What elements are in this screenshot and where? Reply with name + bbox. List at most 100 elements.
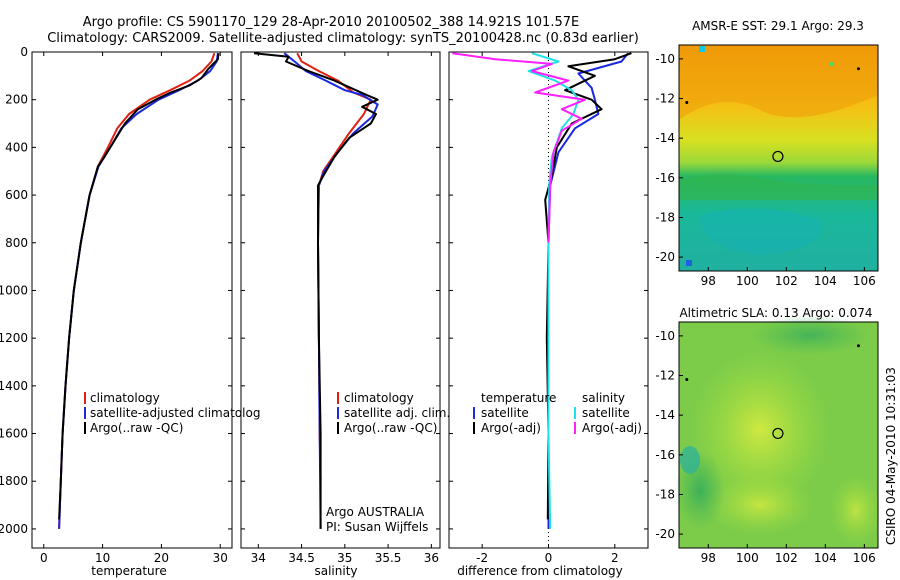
sst-pixel (686, 260, 692, 266)
island-marker (856, 344, 860, 348)
island-marker (685, 377, 689, 381)
sla-high-patch (705, 475, 815, 535)
x-tick-label: 36 (424, 551, 439, 565)
temperature-x-label: temperature (91, 564, 166, 578)
sla-low-patch (680, 446, 700, 474)
y-tick-label: 800 (5, 236, 28, 250)
series-line-climatology (58, 52, 216, 529)
sst-cool-patch (700, 208, 822, 255)
map-y-tick-label: -18 (655, 210, 675, 224)
map-y-tick-label: -10 (655, 52, 675, 66)
y-tick-label: 1200 (0, 331, 28, 345)
legend-temp-argo-label: Argo(-adj) (481, 421, 541, 435)
x-tick-label: 0 (545, 551, 553, 565)
y-tick-label: 600 (5, 188, 28, 202)
csiro-timestamp-label: CSIRO 04-May-2010 10:31:03 (884, 367, 898, 545)
x-tick-label: 35.5 (375, 551, 402, 565)
map-x-tick-label: 98 (701, 274, 716, 288)
map-x-tick-label: 100 (736, 274, 759, 288)
map-x-tick-label: 100 (736, 551, 759, 565)
map-x-tick-label: 104 (814, 274, 837, 288)
difference-panel: -2 0 2 (449, 51, 648, 565)
sla-map: 98 100 102 104 106 -10 -12 -14 -16 -18 -20 (655, 315, 882, 565)
salinity-legend: climatology satellite adj. clim. Argo(..… (326, 391, 450, 534)
x-tick-label: -2 (476, 551, 488, 565)
map-y-tick-label: -16 (655, 448, 675, 462)
sst-front (679, 174, 878, 200)
sst-pixel (699, 46, 705, 52)
salinity-panel-frame (240, 51, 441, 549)
x-tick-label: 30 (213, 551, 228, 565)
x-tick-label: 20 (154, 551, 169, 565)
figure-title-line2: Climatology: CARS2009. Satellite-adjuste… (47, 31, 639, 46)
argo-australia-annotation: Argo AUSTRALIA (326, 505, 425, 519)
legend-climatology-label: climatology (344, 391, 414, 405)
temperature-panel-frame (31, 51, 233, 549)
sla-map-overlay: 98 100 102 104 106 -10 -12 -14 -16 -18 -20 (655, 329, 875, 565)
temperature-legend: climatology satellite-adjusted climatolo… (84, 391, 260, 435)
sla-high-patch (830, 474, 882, 546)
map-y-tick-label: -14 (655, 408, 675, 422)
y-tick-label: 200 (5, 93, 28, 107)
island-marker (856, 67, 860, 71)
sst-pixel (830, 62, 834, 66)
map-y-tick-label: -14 (655, 131, 675, 145)
salinity-panel: 34 34.5 35 35.5 36 (241, 51, 440, 565)
series-line-satellite-adjusted-climatolog (58, 53, 219, 529)
y-tick-label: 1400 (0, 379, 28, 393)
y-tick-label: 400 (5, 140, 28, 154)
pi-annotation: PI: Susan Wijffels (326, 520, 428, 534)
series-line-argo-adj (452, 52, 586, 243)
x-tick-label: 34 (251, 551, 266, 565)
sst-map-title: AMSR-E SST: 29.1 Argo: 29.3 (692, 19, 864, 33)
sla-low-patch (750, 315, 870, 355)
x-tick-label: 2 (611, 551, 619, 565)
map-y-tick-label: -16 (655, 171, 675, 185)
series-line-argo-raw-qc (253, 52, 379, 529)
legend-satellite-label: satellite adj. clim. (344, 406, 450, 420)
legend-sal-satellite-label: satellite (582, 406, 630, 420)
series-line-satellite (547, 52, 629, 529)
sla-high-patch (690, 350, 830, 510)
map-y-tick-label: -10 (655, 329, 675, 343)
map-x-tick-label: 102 (775, 551, 798, 565)
map-y-tick-label: -20 (655, 527, 675, 541)
sst-map-frame (678, 44, 879, 272)
legend-argo-label: Argo(..raw -QC) (90, 421, 183, 435)
map-y-tick-label: -18 (655, 487, 675, 501)
sst-map-overlay: 98 100 102 104 106 -10 -12 -14 -16 -18 -20 (655, 52, 875, 288)
series-line-satellite-adj-clim (283, 52, 379, 529)
map-y-tick-label: -12 (655, 92, 675, 106)
map-x-tick-label: 106 (853, 551, 876, 565)
sla-map-frame (678, 321, 879, 549)
y-tick-label: 2000 (0, 522, 28, 536)
x-tick-label: 10 (95, 551, 110, 565)
legend-salinity-header: salinity (582, 391, 625, 405)
legend-temp-satellite-label: satellite (481, 406, 529, 420)
argo-float-location-marker (772, 427, 784, 440)
series-line-satellite (527, 52, 580, 529)
map-y-tick-label: -12 (655, 369, 675, 383)
y-tick-label: 1800 (0, 474, 28, 488)
series-line-argo-adj (544, 52, 632, 520)
sst-warm-patch (679, 45, 878, 120)
map-x-tick-label: 104 (814, 551, 837, 565)
legend-climatology-label: climatology (90, 391, 160, 405)
y-tick-label: 1600 (0, 427, 28, 441)
x-tick-label: 35 (337, 551, 352, 565)
salinity-x-label: salinity (314, 564, 357, 578)
island-marker (685, 100, 689, 104)
map-y-tick-label: -20 (655, 250, 675, 264)
sla-map-title: Altimetric SLA: 0.13 Argo: 0.074 (679, 306, 872, 320)
legend-argo-label: Argo(..raw -QC) (344, 421, 437, 435)
sst-map: 98 100 102 104 106 -10 -12 -14 -16 -18 -20 (655, 44, 879, 288)
x-tick-label: 34.5 (288, 551, 315, 565)
map-x-tick-label: 106 (853, 274, 876, 288)
x-tick-label: 0 (40, 551, 48, 565)
figure-title-line1: Argo profile: CS 5901170_129 28-Apr-2010… (83, 15, 579, 30)
y-tick-label: 0 (20, 45, 28, 59)
temperature-panel: 0 200 400 600 800 1000 1200 1400 1600 1800 2000 0 10… (0, 45, 232, 565)
y-tick-label: 1000 (0, 283, 28, 297)
